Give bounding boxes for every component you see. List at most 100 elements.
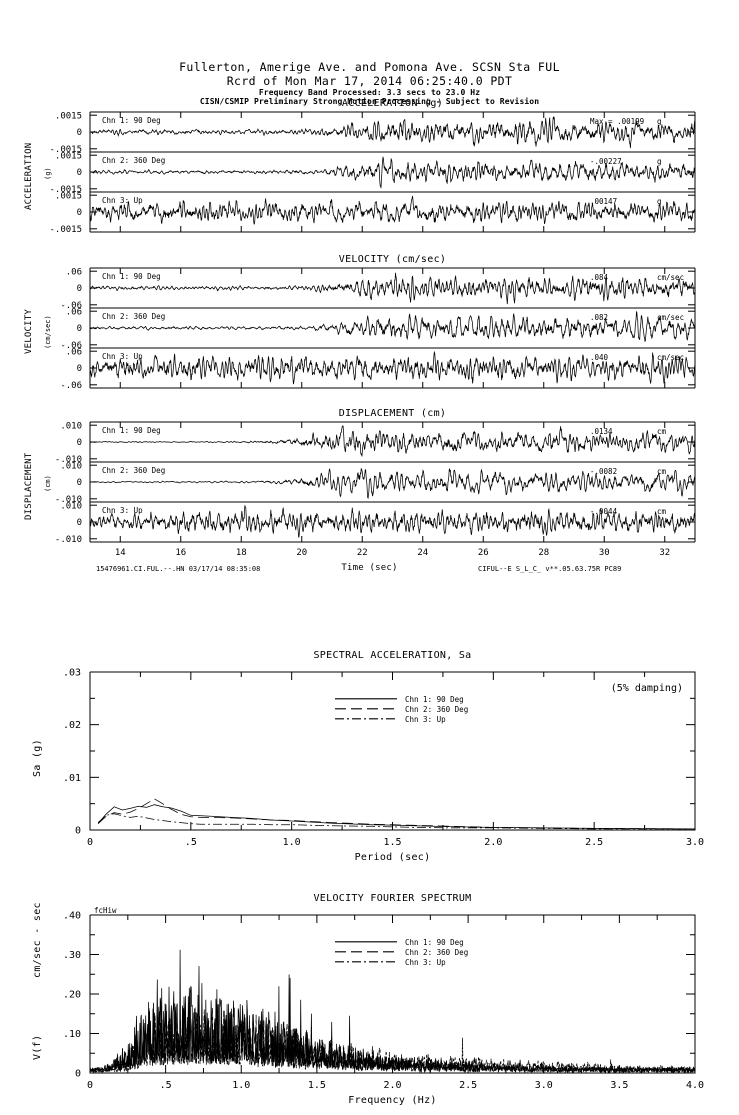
channel-label: Chn 1: 90 Deg (102, 116, 161, 125)
plot-velocity-fourier-spectrum: VELOCITY FOURIER SPECTRUM 0 .10 .20 .30 .40 0.… (0, 893, 739, 1107)
x-axis-label: Time (sec) (341, 563, 398, 573)
x-tick-label: 20 (296, 548, 307, 558)
x-tick-label: 1.5 (383, 837, 401, 848)
waveform-plot: .010 0 -.010 Chn 1: 90 Deg .0134 cm .010 0 -.010… (55, 421, 696, 558)
channel-label: Chn 1: 90 Deg (102, 272, 161, 281)
y-axis-label: VELOCITY (24, 308, 34, 354)
y-tick-label: 0 (77, 128, 82, 138)
channel-label: Chn 2: 360 Deg (102, 466, 165, 475)
plot-title: SPECTRAL ACCELERATION, Sa (313, 650, 472, 661)
y-tick-label: 0 (75, 826, 81, 837)
page-title: Fullerton, Amerige Ave. and Pomona Ave. … (0, 60, 739, 106)
footer-record-id: 15476961.CI.FUL.--.HN 03/17/14 08:35:08 (96, 565, 261, 573)
x-tick-label: 22 (357, 548, 368, 558)
y-axis-unit: (cm) (44, 475, 52, 493)
legend-label: Chn 2: 360 Deg (405, 948, 468, 957)
x-tick-label: 14 (115, 548, 126, 558)
x-tick-label: .5 (185, 837, 197, 848)
max-value-unit: cm/sec (657, 313, 684, 322)
y-tick-label: -.010 (55, 495, 82, 505)
max-value-unit: cm (657, 507, 667, 516)
title-processing-note: CISN/CSMIP Preliminary Strong Motion Pro… (199, 97, 540, 106)
y-axis-label: Sa (g) (32, 739, 43, 777)
fourier-curve-2 (89, 966, 696, 1074)
y-tick-label: .0015 (55, 111, 82, 121)
y-tick-label: 0 (77, 324, 82, 334)
x-tick-label: 1.0 (283, 837, 301, 848)
y-axis-label: V(f) (32, 1035, 43, 1061)
y-tick-label: -.06 (60, 381, 82, 391)
y-tick-label: .0015 (55, 191, 82, 201)
y-tick-label: -.0015 (49, 185, 82, 195)
y-tick-label: .06 (66, 307, 82, 317)
x-tick-label: 24 (417, 548, 428, 558)
panel-title: DISPLACEMENT (cm) (338, 408, 447, 419)
max-value-unit: cm/sec (657, 273, 684, 282)
waveform-plot: .0015 0 -.0015 Chn 1: 90 Deg Max = .00199 g .0… (49, 111, 696, 235)
y-tick-label: -.0015 (49, 225, 82, 235)
y-tick-label: 0 (77, 518, 82, 528)
y-tick-label: .02 (63, 720, 81, 731)
y-axis-unit: (cm/sec) (44, 315, 52, 349)
plot-area: 0 .10 .20 .30 .40 0 .5 1.0 1.5 2.0 2.5 3.0 3.5 4.0 Chn… (63, 906, 704, 1091)
y-tick-label: .40 (63, 911, 81, 922)
max-value-unit: cm (657, 427, 667, 436)
panel-title: VELOCITY (cm/sec) (338, 254, 447, 265)
x-tick-label: 16 (175, 548, 186, 558)
legend-label: Chn 1: 90 Deg (405, 938, 464, 947)
max-value-unit: g (657, 157, 662, 166)
y-tick-label: -.06 (60, 301, 82, 311)
channel-label: Chn 2: 360 Deg (102, 312, 165, 321)
x-tick-label: 4.0 (686, 1080, 704, 1091)
y-axis-label: ACCELERATION (24, 142, 34, 211)
legend-label: Chn 3: Up (405, 958, 446, 967)
panel-velocity: VELOCITY (cm/sec) VELOCITY (cm/sec) .06 0 -.0… (0, 254, 739, 408)
y-tick-label: 0 (77, 478, 82, 488)
channel-label: Chn 3: Up (102, 506, 143, 515)
x-tick-label: 2.0 (484, 837, 502, 848)
max-value-label: .084 (590, 273, 609, 282)
x-tick-label: 3.5 (610, 1080, 628, 1091)
y-tick-label: -.06 (60, 341, 82, 351)
y-tick-label: -.010 (55, 535, 82, 545)
y-tick-label: .30 (63, 950, 81, 961)
channel-label: Chn 3: Up (102, 196, 143, 205)
sa-curve-1 (97, 804, 696, 830)
x-tick-label: 28 (538, 548, 549, 558)
max-value-label: .040 (590, 353, 609, 362)
x-tick-label: 3.0 (686, 837, 704, 848)
x-tick-label: 2.0 (383, 1080, 401, 1091)
x-tick-label: 3.0 (535, 1080, 553, 1091)
corner-frequency-marker: fcHiw (94, 906, 117, 915)
y-tick-label: 0 (77, 168, 82, 178)
y-tick-label: .06 (66, 267, 82, 277)
y-tick-label: 0 (77, 208, 82, 218)
y-tick-label: .01 (63, 773, 81, 784)
y-tick-label: 0 (77, 284, 82, 294)
x-tick-label: 18 (236, 548, 247, 558)
y-axis-unit: cm/sec - sec (32, 902, 43, 979)
y-tick-label: 0 (75, 1069, 81, 1080)
plot-title: VELOCITY FOURIER SPECTRUM (313, 893, 472, 904)
max-value-unit: cm/sec (657, 353, 684, 362)
legend-label: Chn 1: 90 Deg (405, 695, 464, 704)
panel-title: ACCELERATION (g) (341, 98, 444, 109)
channel-label: Chn 1: 90 Deg (102, 426, 161, 435)
max-value-label: Max = .00199 (590, 117, 644, 126)
x-tick-label: 2.5 (459, 1080, 477, 1091)
y-tick-label: 0 (77, 364, 82, 374)
damping-annotation: (5% damping) (611, 683, 683, 694)
waveform-plot: .06 0 -.06 Chn 1: 90 Deg .084 cm/sec .06 0 -.06 C… (60, 267, 696, 391)
x-tick-label: 0 (87, 837, 93, 848)
max-value-label: .00147 (590, 197, 617, 206)
y-tick-label: 0 (77, 438, 82, 448)
channel-label: Chn 3: Up (102, 352, 143, 361)
y-tick-label: .06 (66, 347, 82, 357)
x-tick-label: 0 (87, 1080, 93, 1091)
max-value-label: -.0044 (590, 507, 618, 516)
title-station: Fullerton, Amerige Ave. and Pomona Ave. … (179, 60, 560, 74)
max-value-label: -.0082 (590, 467, 617, 476)
plot-spectral-acceleration: SPECTRAL ACCELERATION, Sa 0 .01 .02 .03 0 .5 1.… (0, 650, 739, 864)
max-value-label: .082 (590, 313, 608, 322)
max-value-unit: g (657, 197, 662, 206)
